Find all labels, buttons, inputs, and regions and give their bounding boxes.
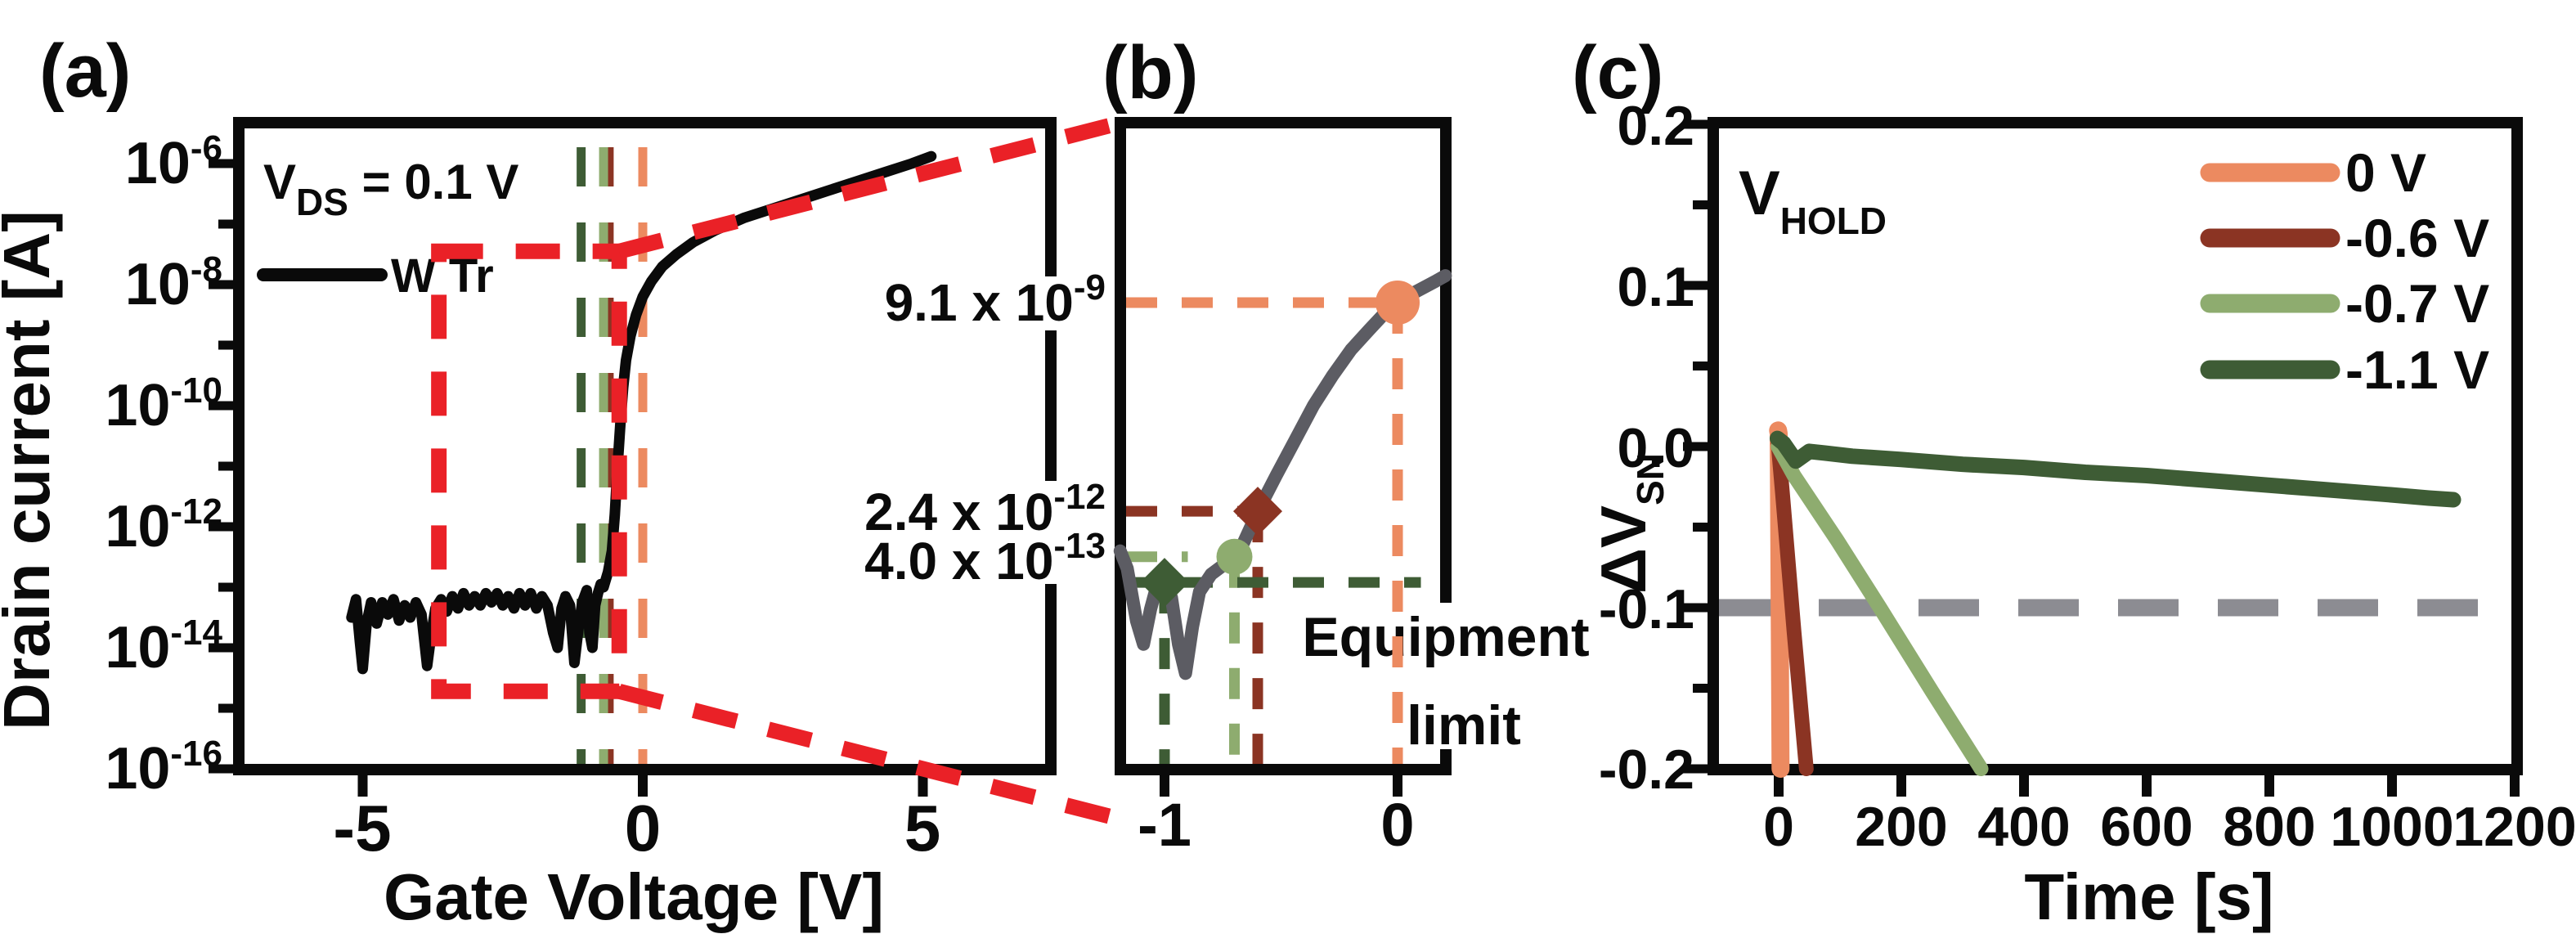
panel-c-xtick-label: 0: [1763, 796, 1794, 858]
panel-c-xtick-label: 600: [2100, 796, 2192, 858]
panel-c-legend: 0 V -0.6 V -0.7 V -1.1 V: [2200, 142, 2489, 400]
panel-a-plot: [209, 116, 1118, 826]
value-label-4p0e-13: 4.0 x 10-13: [864, 526, 1106, 590]
retention-curve--1.1V: [1770, 430, 2462, 508]
value-label-2p4e-12: 2.4 x 10-12: [864, 477, 1106, 541]
zoom-connector-top: [617, 116, 1117, 259]
legend-label-m1p1v: -1.1 V: [2345, 339, 2489, 400]
panel-b-plot: [1113, 117, 1452, 797]
zoom-connector-bottom: [617, 684, 1118, 826]
panel-a-ytick-label: 10-12: [105, 492, 222, 559]
panel-b-xtick-label: 0: [1380, 791, 1414, 859]
marker-1: [1233, 487, 1282, 537]
panel-a-xtick-label: 5: [904, 792, 941, 864]
equipment-limit-text-line2: limit: [1407, 694, 1521, 757]
marker-2: [1216, 538, 1253, 575]
panel-a-xtick-label: 0: [625, 792, 662, 864]
legend-label-0v: 0 V: [2345, 142, 2426, 203]
panel-c-ylabel: ΔVSN: [1587, 453, 1672, 594]
panel-a-ytick-label: 10-6: [125, 128, 222, 196]
panel-a-ytick-label: 10-8: [125, 249, 222, 317]
panel-c: ΔVSN Time [s] 0.2 0.1 0.0 -0.1 -0.2 0 20…: [1587, 95, 2576, 933]
legend-label-m0p7v: -0.7 V: [2345, 273, 2489, 334]
panel-b-xtick-label: -1: [1138, 791, 1192, 859]
panel-c-vhold-annotation: VHOLD: [1739, 159, 1887, 242]
retention-curve--0.7V: [1770, 439, 1989, 776]
panel-a-ytick-label: 10-16: [105, 734, 222, 802]
panel-b: -1 0 Equipment limit: [1138, 606, 1590, 859]
panel-c-label: (c): [1572, 31, 1663, 115]
value-label-9p1e-9: 9.1 x 10-9: [885, 267, 1106, 332]
legend-label-m0p6v: -0.6 V: [2345, 208, 2489, 268]
panel-c-xtick-label: 800: [2223, 796, 2315, 858]
panel-c-xtick-label: 1200: [2453, 796, 2576, 858]
panel-c-xtick-label: 1000: [2330, 796, 2453, 858]
panel-c-xlabel: Time [s]: [2024, 860, 2273, 933]
panel-c-ytick-label: 0.1: [1617, 256, 1694, 318]
panel-c-ytick-label: 0.2: [1617, 95, 1694, 157]
retention-curve--0.6V: [1770, 436, 1814, 776]
marker-3: [1140, 558, 1189, 608]
panel-a-label: (a): [39, 29, 131, 113]
panel-c-xtick-label: 400: [1977, 796, 2070, 858]
transfer-curve: [346, 150, 937, 675]
panel-a-ylabel: Drain current [A]: [0, 210, 63, 730]
panel-b-label: (b): [1102, 31, 1198, 115]
panel-a-xtick-label: -5: [333, 792, 391, 864]
equipment-limit-text-line1: Equipment: [1302, 606, 1589, 668]
panel-a-vds-annotation: VDS = 0.1 V: [263, 155, 518, 223]
panel-a-xlabel: Gate Voltage [V]: [384, 860, 884, 933]
panel-c-xtick-label: 200: [1855, 796, 1947, 858]
panel-c-ytick-label: 0.0: [1617, 417, 1694, 479]
panel-b-value-labels: 9.1 x 10-9 2.4 x 10-12 4.0 x 10-13: [864, 267, 1106, 590]
marker-0: [1376, 281, 1420, 325]
panel-c-plot: [1683, 117, 2523, 797]
panel-a-ytick-label: 10-10: [105, 370, 222, 438]
panel-c-ytick-label: -0.1: [1599, 578, 1694, 640]
panel-a-ytick-label: 10-14: [105, 613, 222, 680]
panel-c-ytick-label: -0.2: [1599, 739, 1694, 801]
